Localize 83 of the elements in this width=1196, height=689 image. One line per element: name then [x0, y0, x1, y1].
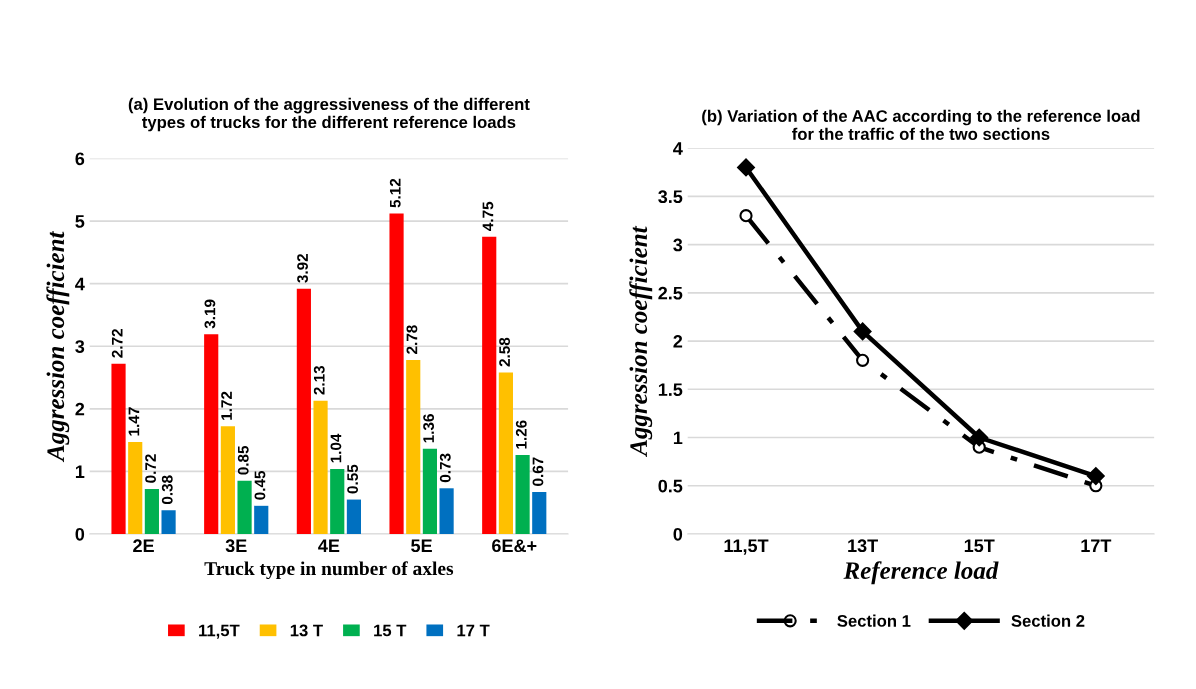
- y-tick-label: 0.5: [658, 479, 683, 493]
- data-label: 2.78: [406, 325, 418, 354]
- y-tick-label: 3: [75, 340, 85, 353]
- y-axis-title: Aggression coefficient: [46, 230, 70, 463]
- point: [1086, 467, 1105, 485]
- y-tick-label: 4: [673, 142, 683, 155]
- y-tick-label: 6: [75, 152, 85, 166]
- bar: [296, 288, 311, 534]
- data-label: 0.45: [254, 470, 266, 500]
- data-label: 0.38: [161, 475, 173, 505]
- bar: [406, 359, 421, 534]
- y-tick-label: 5: [75, 215, 85, 228]
- legend-label: 11,5T: [199, 624, 240, 639]
- y-tick-label: 1.5: [658, 383, 683, 397]
- data-label: 2.13: [313, 365, 325, 395]
- bar: [220, 426, 235, 534]
- x-tick-label: 17T: [1081, 539, 1112, 552]
- chart-title: (b) Variation of the AAC according to the reference load for the traffic of the two sections: [702, 109, 1140, 140]
- data-label: 0.55: [347, 464, 359, 494]
- data-label: 1.36: [423, 414, 435, 443]
- bar: [515, 455, 530, 534]
- y-tick-label: 2: [75, 402, 85, 416]
- legend-label: 15 T: [374, 624, 407, 637]
- data-label: 0.72: [145, 454, 156, 483]
- x-tick-label: 5E: [411, 539, 432, 553]
- x-tick-label: 4E: [318, 539, 340, 552]
- point: [853, 322, 872, 341]
- y-tick-label: 0: [75, 527, 85, 541]
- point: [739, 209, 753, 223]
- bar: [313, 400, 328, 534]
- data-label: 0.73: [439, 453, 451, 483]
- bar: [439, 488, 454, 534]
- point: [737, 158, 755, 177]
- data-label: 1.26: [515, 420, 527, 449]
- bar: [161, 510, 176, 534]
- legend-label: 13 T: [290, 624, 323, 637]
- y-tick-label: 1: [673, 431, 683, 445]
- bar: [111, 363, 126, 534]
- data-label: 2.72: [111, 329, 123, 358]
- data-label: 2.58: [499, 337, 510, 367]
- point: [970, 428, 989, 447]
- bar: [237, 480, 252, 534]
- data-label: 1.04: [330, 433, 342, 463]
- data-label: 3.19: [204, 299, 216, 329]
- data-label: 4.75: [482, 201, 494, 231]
- data-label: 3.92: [297, 253, 308, 283]
- data-label: 0.85: [237, 445, 249, 475]
- bar: [346, 499, 362, 534]
- data-label: 1.72: [221, 391, 232, 420]
- bar: [128, 441, 143, 534]
- x-tick-label: 13T: [848, 539, 878, 553]
- data-label: 5.12: [389, 178, 401, 208]
- x-axis-title: Truck type in number of axles: [204, 561, 454, 580]
- y-tick-label: 2.5: [658, 286, 683, 300]
- y-tick-label: 4: [75, 277, 85, 291]
- bar: [389, 213, 404, 534]
- bar: [254, 505, 269, 534]
- bar: [204, 334, 219, 534]
- x-tick-label: 15T: [964, 539, 995, 553]
- y-tick-label: 3: [673, 238, 683, 252]
- y-tick-label: 0: [673, 527, 683, 541]
- x-axis-title: Reference load: [843, 561, 999, 585]
- bar: [330, 468, 345, 534]
- data-label: 1.47: [128, 407, 140, 436]
- bar: [144, 488, 159, 534]
- point: [856, 353, 870, 367]
- legend-label: Section 2: [1011, 614, 1085, 627]
- bar: [422, 448, 437, 534]
- bar: [532, 492, 547, 534]
- legend-label: 17 T: [457, 624, 490, 637]
- legend-label: Section 1: [837, 614, 911, 627]
- y-tick-label: 1: [75, 465, 85, 478]
- y-tick-label: 3.5: [658, 190, 683, 204]
- y-tick-label: 2: [673, 334, 683, 348]
- x-tick-label: 6E&+: [492, 539, 537, 553]
- x-tick-label: 11,5T: [724, 539, 769, 555]
- bar: [482, 236, 497, 534]
- x-tick-label: 2E: [133, 539, 154, 552]
- x-tick-label: 3E: [225, 539, 247, 553]
- y-axis-title: Aggression coefficient: [629, 225, 653, 458]
- bar: [498, 372, 513, 534]
- data-label: 0.67: [532, 457, 544, 486]
- chart-title: (a) Evolution of the aggressiveness of the different types of trucks for the different reference loads: [128, 97, 530, 132]
